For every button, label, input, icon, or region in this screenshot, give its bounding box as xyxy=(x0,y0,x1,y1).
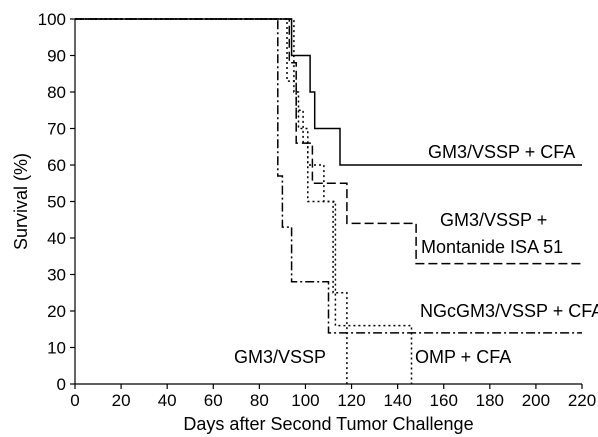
x-tick-label: 200 xyxy=(522,391,550,410)
series-layer xyxy=(75,18,582,384)
y-tick-label: 90 xyxy=(47,47,66,66)
y-tick-label: 80 xyxy=(47,83,66,102)
x-tick-label: 0 xyxy=(70,391,79,410)
y-tick-label: 30 xyxy=(47,266,66,285)
x-tick-label: 100 xyxy=(291,391,319,410)
y-tick-label: 100 xyxy=(38,10,66,29)
x-tick-label: 120 xyxy=(337,391,365,410)
x-tick-label: 140 xyxy=(383,391,411,410)
label-omp-cfa: OMP + CFA xyxy=(415,347,511,367)
x-tick-label: 20 xyxy=(112,391,131,410)
ticks-layer: 0 20 40 60 80 100 120 140 160 180 200 220 0 10 20 30 40 5… xyxy=(38,10,597,410)
y-tick-label: 70 xyxy=(47,120,66,139)
label-gm3-vssp-cfa: GM3/VSSP + CFA xyxy=(428,142,575,162)
y-tick-label: 50 xyxy=(47,193,66,212)
x-tick-label: 220 xyxy=(568,391,596,410)
y-tick-label: 0 xyxy=(57,375,66,394)
series-line-4 xyxy=(75,18,348,384)
y-tick-label: 60 xyxy=(47,156,66,175)
label-gm3-vssp: GM3/VSSP xyxy=(234,347,326,367)
series-line-2 xyxy=(75,18,582,265)
x-tick-label: 80 xyxy=(250,391,269,410)
label-montanide-line1: GM3/VSSP + xyxy=(440,210,547,230)
y-axis-title: Survival (%) xyxy=(11,153,31,250)
x-tick-label: 60 xyxy=(204,391,223,410)
series-line-5 xyxy=(75,18,413,384)
x-tick-label: 180 xyxy=(476,391,504,410)
x-tick-label: 40 xyxy=(158,391,177,410)
label-ngcgm3-vssp-cfa: NGcGM3/VSSP + CFA xyxy=(420,301,598,321)
y-tick-label: 40 xyxy=(47,229,66,248)
series-line-3 xyxy=(75,18,582,334)
x-tick-label: 160 xyxy=(430,391,458,410)
y-tick-label: 20 xyxy=(47,302,66,321)
y-tick-label: 10 xyxy=(47,339,66,358)
x-axis-title: Days after Second Tumor Challenge xyxy=(183,414,473,434)
series-line-1 xyxy=(75,18,582,166)
label-montanide-line2: Montanide ISA 51 xyxy=(421,237,563,257)
